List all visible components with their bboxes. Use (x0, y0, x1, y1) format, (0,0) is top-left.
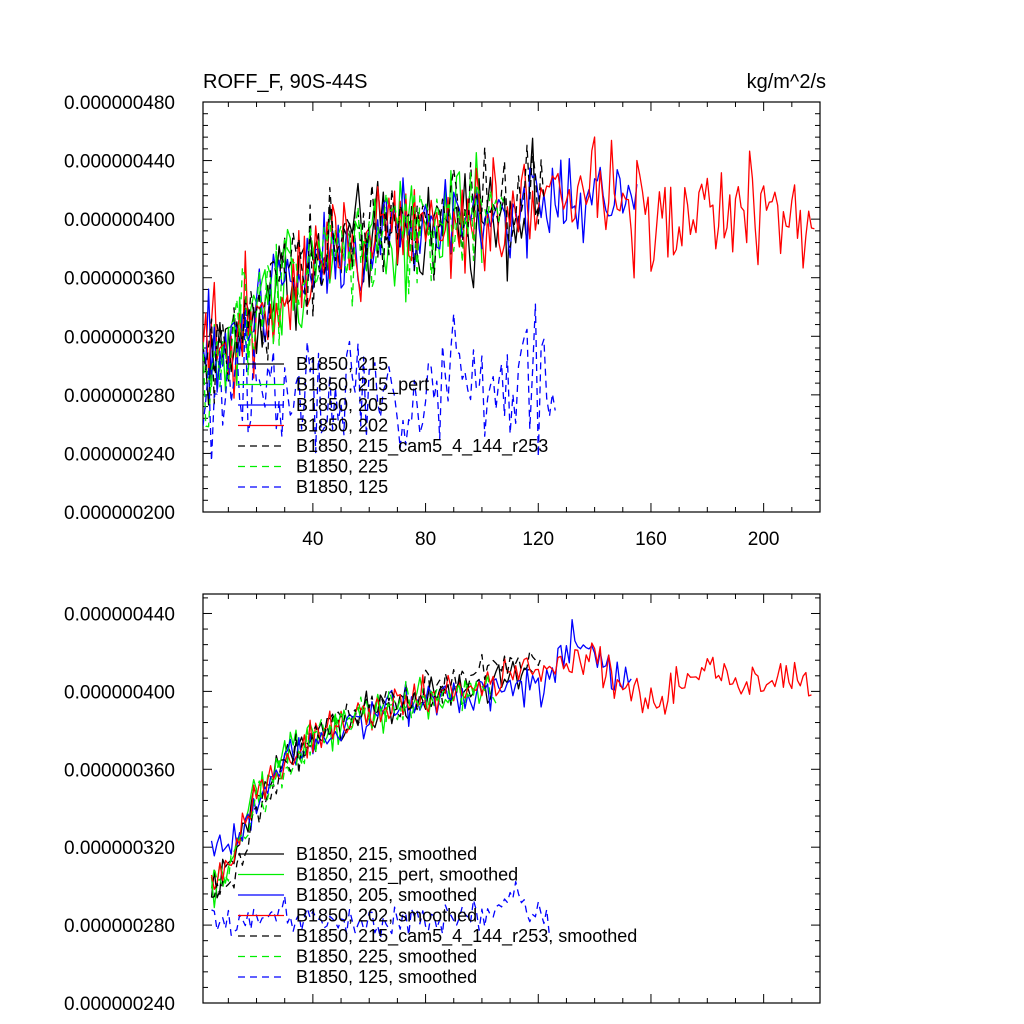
y-tick-label: 0.000000360 (64, 269, 175, 290)
legend-label: B1850, 202 (296, 416, 388, 436)
y-tick-label: 0.000000440 (64, 152, 175, 173)
legend-label: B1850, 215_pert (296, 375, 429, 396)
y-tick-label: 0.000000320 (64, 327, 175, 348)
y-tick-label: 0.000000480 (64, 93, 175, 114)
legend-label: B1850, 215_cam5_4_144_r253 (296, 436, 548, 457)
series-line-5 (203, 144, 545, 405)
plot-frame (202, 593, 821, 1004)
chart-units: kg/m^2/s (747, 71, 826, 93)
panel-1: 40 80 120 160 200 0.000000200 0.000000240 0.000… (64, 93, 821, 550)
y-tick-label: 0.000000240 (64, 444, 175, 465)
legend-label: B1850, 225 (296, 457, 388, 477)
chart-title: ROFF_F, 90S-44S (203, 71, 368, 93)
y-tick-label: 0.000000200 (64, 503, 175, 524)
y-tick-label: 0.000000240 (64, 994, 175, 1015)
y-tick-label: 0.000000400 (64, 210, 175, 231)
series-group (203, 136, 815, 462)
y-tick-label: 0.000000320 (64, 838, 175, 859)
series-line-7 (203, 303, 556, 462)
legend-label: B1850, 215_pert, smoothed (296, 865, 518, 886)
plot-frame (202, 101, 821, 513)
x-tick-label: 120 (522, 529, 554, 550)
legend-label: B1850, 215, smoothed (296, 844, 477, 864)
series-line-6 (210, 673, 497, 889)
series-line-7 (211, 880, 551, 939)
legend-label: B1850, 125 (296, 477, 388, 497)
series-line-3 (210, 619, 632, 857)
series-line-6 (203, 172, 506, 428)
series-line-1 (203, 137, 539, 406)
legend-label: B1850, 215 (296, 354, 388, 374)
series-group (210, 619, 812, 939)
y-tick-label: 0.000000400 (64, 682, 175, 703)
y-tick-label: 0.000000440 (64, 604, 175, 625)
legend-label: B1850, 125, smoothed (296, 967, 477, 987)
x-tick-label: 80 (415, 529, 436, 550)
legend-label: B1850, 225, smoothed (296, 947, 477, 967)
y-tick-label: 0.000000280 (64, 916, 175, 937)
y-tick-label: 0.000000360 (64, 760, 175, 781)
x-tick-label: 40 (302, 529, 323, 550)
legend-label: B1850, 205, smoothed (296, 885, 477, 905)
series-line-5 (211, 650, 542, 899)
legend-label: B1850, 215_cam5_4_144_r253, smoothed (296, 926, 637, 947)
series-line-4 (203, 136, 815, 399)
legend-label: B1850, 205 (296, 395, 388, 415)
legend-label: B1850, 202, smoothed (296, 906, 477, 926)
x-tick-label: 200 (748, 529, 780, 550)
panel-2: 0.000000240 0.000000280 0.000000320 0.00000… (64, 593, 821, 1015)
series-line-1 (210, 660, 534, 899)
y-tick-label: 0.000000280 (64, 386, 175, 407)
x-tick-label: 160 (635, 529, 667, 550)
